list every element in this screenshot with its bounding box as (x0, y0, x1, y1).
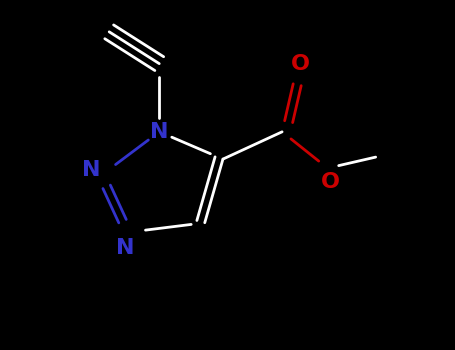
Text: N: N (116, 238, 134, 258)
Text: O: O (291, 54, 310, 74)
Text: O: O (320, 172, 339, 192)
Text: N: N (150, 122, 168, 142)
Text: N: N (82, 160, 100, 181)
